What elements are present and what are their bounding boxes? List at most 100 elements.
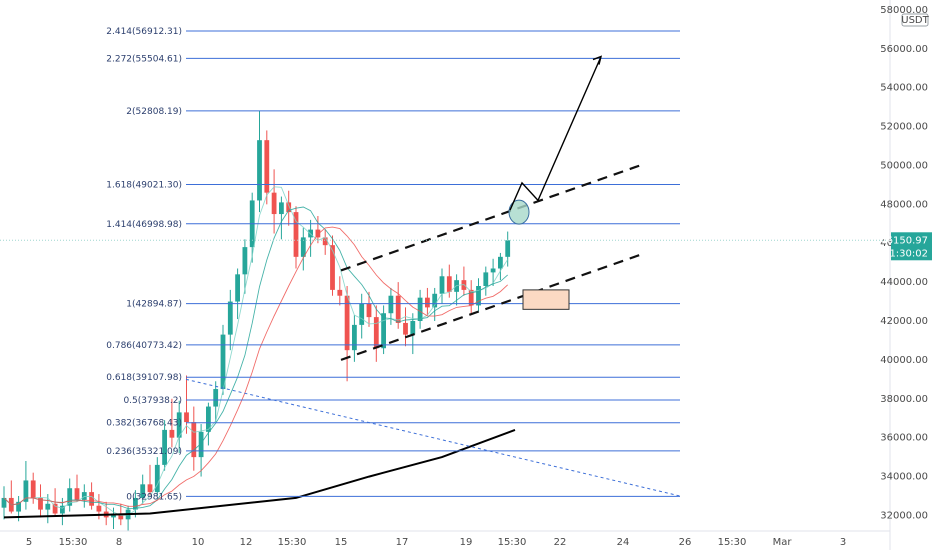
candle-body <box>388 295 394 314</box>
candle-bull <box>439 268 445 304</box>
price-tick-label: 44000.00 <box>880 277 928 288</box>
candle-bull <box>227 289 233 351</box>
time-tick-label: 8 <box>116 537 122 548</box>
candle-body <box>446 276 452 292</box>
time-tick-label: 5 <box>26 537 32 548</box>
time-tick-label: 15 <box>335 537 348 548</box>
price-tick-label: 34000.00 <box>880 472 928 483</box>
fib-level: 0.786(40773.42) <box>106 341 680 351</box>
candle-bull <box>352 315 357 362</box>
candle-bear <box>147 464 153 496</box>
candle-bull <box>498 252 503 281</box>
candle-body <box>425 297 430 308</box>
candle-bear <box>322 229 328 255</box>
candle-body <box>30 480 36 498</box>
price-tick-label: 56000.00 <box>880 44 928 55</box>
candle-body <box>198 431 204 458</box>
price-tick-label: 36000.00 <box>880 433 928 444</box>
badge-background <box>891 232 932 261</box>
candle-bear <box>315 216 321 244</box>
candle-bull <box>249 192 255 263</box>
candle-body <box>206 406 211 432</box>
candle-body <box>286 202 292 213</box>
candle-bull <box>483 266 489 296</box>
moving-average-layer <box>3 186 516 519</box>
candle-bull <box>133 490 138 518</box>
time-axis[interactable]: 5 15:30 8 10 12 15:30 15 17 19 15:30 22 24 26 15:30 Ma… <box>0 530 890 548</box>
candle-body <box>16 501 21 512</box>
fib-label: 2(52808.19) <box>126 107 182 117</box>
fib-layer: 2.414(56912.31) 2.272(55504.61) 2(52808.19… <box>106 27 680 502</box>
fib-level: 0.236(35321.09) <box>106 447 680 457</box>
fib-label: 0.5(37938.2) <box>123 396 182 406</box>
candle-bull <box>490 258 496 286</box>
candle-body <box>439 276 445 294</box>
fib-label: 0(32981.65) <box>126 492 182 502</box>
candle-bull <box>505 231 511 267</box>
candle-bear <box>38 484 43 518</box>
candle-bull <box>476 278 481 312</box>
candle-bear <box>330 235 335 296</box>
price-tick-label: 54000.00 <box>880 83 928 94</box>
candle-body <box>395 295 401 323</box>
candle-bear <box>286 190 292 226</box>
candle-body <box>235 274 240 302</box>
candle-bear <box>169 398 175 448</box>
candle-body <box>74 488 80 500</box>
ma-fast <box>3 186 509 516</box>
candle-bull <box>176 400 182 454</box>
candle-body <box>257 140 262 201</box>
fib-level: 0(32981.65) <box>126 492 680 502</box>
candle-bull <box>220 324 226 395</box>
candle-body <box>242 247 248 275</box>
candle-body <box>330 245 335 290</box>
candle-body <box>315 229 321 238</box>
price-tick-label: 50000.00 <box>880 160 928 171</box>
candle-body <box>81 492 87 500</box>
current-price-badge: 46150.97 01:30:02 <box>880 232 932 261</box>
candle-bull <box>257 111 262 213</box>
time-tick-label: Mar <box>773 537 793 548</box>
currency-badge-frame <box>901 13 929 27</box>
fib-level: 0.5(37938.2) <box>123 396 680 406</box>
candle-body <box>432 293 438 308</box>
fib-label: 1.414(46998.98) <box>106 220 182 230</box>
candle-body <box>96 505 102 512</box>
arrow-head-icon <box>592 55 603 65</box>
candle-bull <box>381 305 386 355</box>
candle-body <box>213 389 219 407</box>
fib-label: 1(42894.87) <box>126 300 182 310</box>
candle-body <box>89 492 94 506</box>
breakout-ellipse <box>508 199 530 225</box>
candle-bull <box>162 420 167 471</box>
candle-bear <box>366 291 372 327</box>
candle-bull <box>235 268 240 320</box>
candle-bull <box>23 461 29 510</box>
channel-lower-line <box>340 253 641 361</box>
fib-label: 0.786(40773.42) <box>106 341 182 351</box>
drawing-layer[interactable] <box>185 55 681 497</box>
fib-label: 0.382(36768.43) <box>106 419 182 429</box>
bar-countdown: 01:30:02 <box>883 248 928 259</box>
channel-upper-line <box>340 164 641 272</box>
candle-body <box>505 240 511 257</box>
time-tick-label: 24 <box>617 537 630 548</box>
candle-bull <box>125 505 131 531</box>
candle-body <box>1 497 7 508</box>
candle-body <box>373 317 379 349</box>
fib-label: 2.272(55504.61) <box>106 54 182 64</box>
candle-bear <box>395 282 401 329</box>
candle-layer[interactable] <box>1 111 511 531</box>
time-tick-label: 15:30 <box>59 537 88 548</box>
candle-body <box>147 484 153 493</box>
candle-bull <box>1 486 7 520</box>
candle-body <box>366 303 372 318</box>
fib-level: 2.414(56912.31) <box>106 27 680 37</box>
candle-bull <box>81 484 87 508</box>
candle-body <box>45 503 51 510</box>
candle-body <box>52 503 58 514</box>
candle-body <box>133 497 138 510</box>
fib-level: 2(52808.19) <box>126 107 680 117</box>
